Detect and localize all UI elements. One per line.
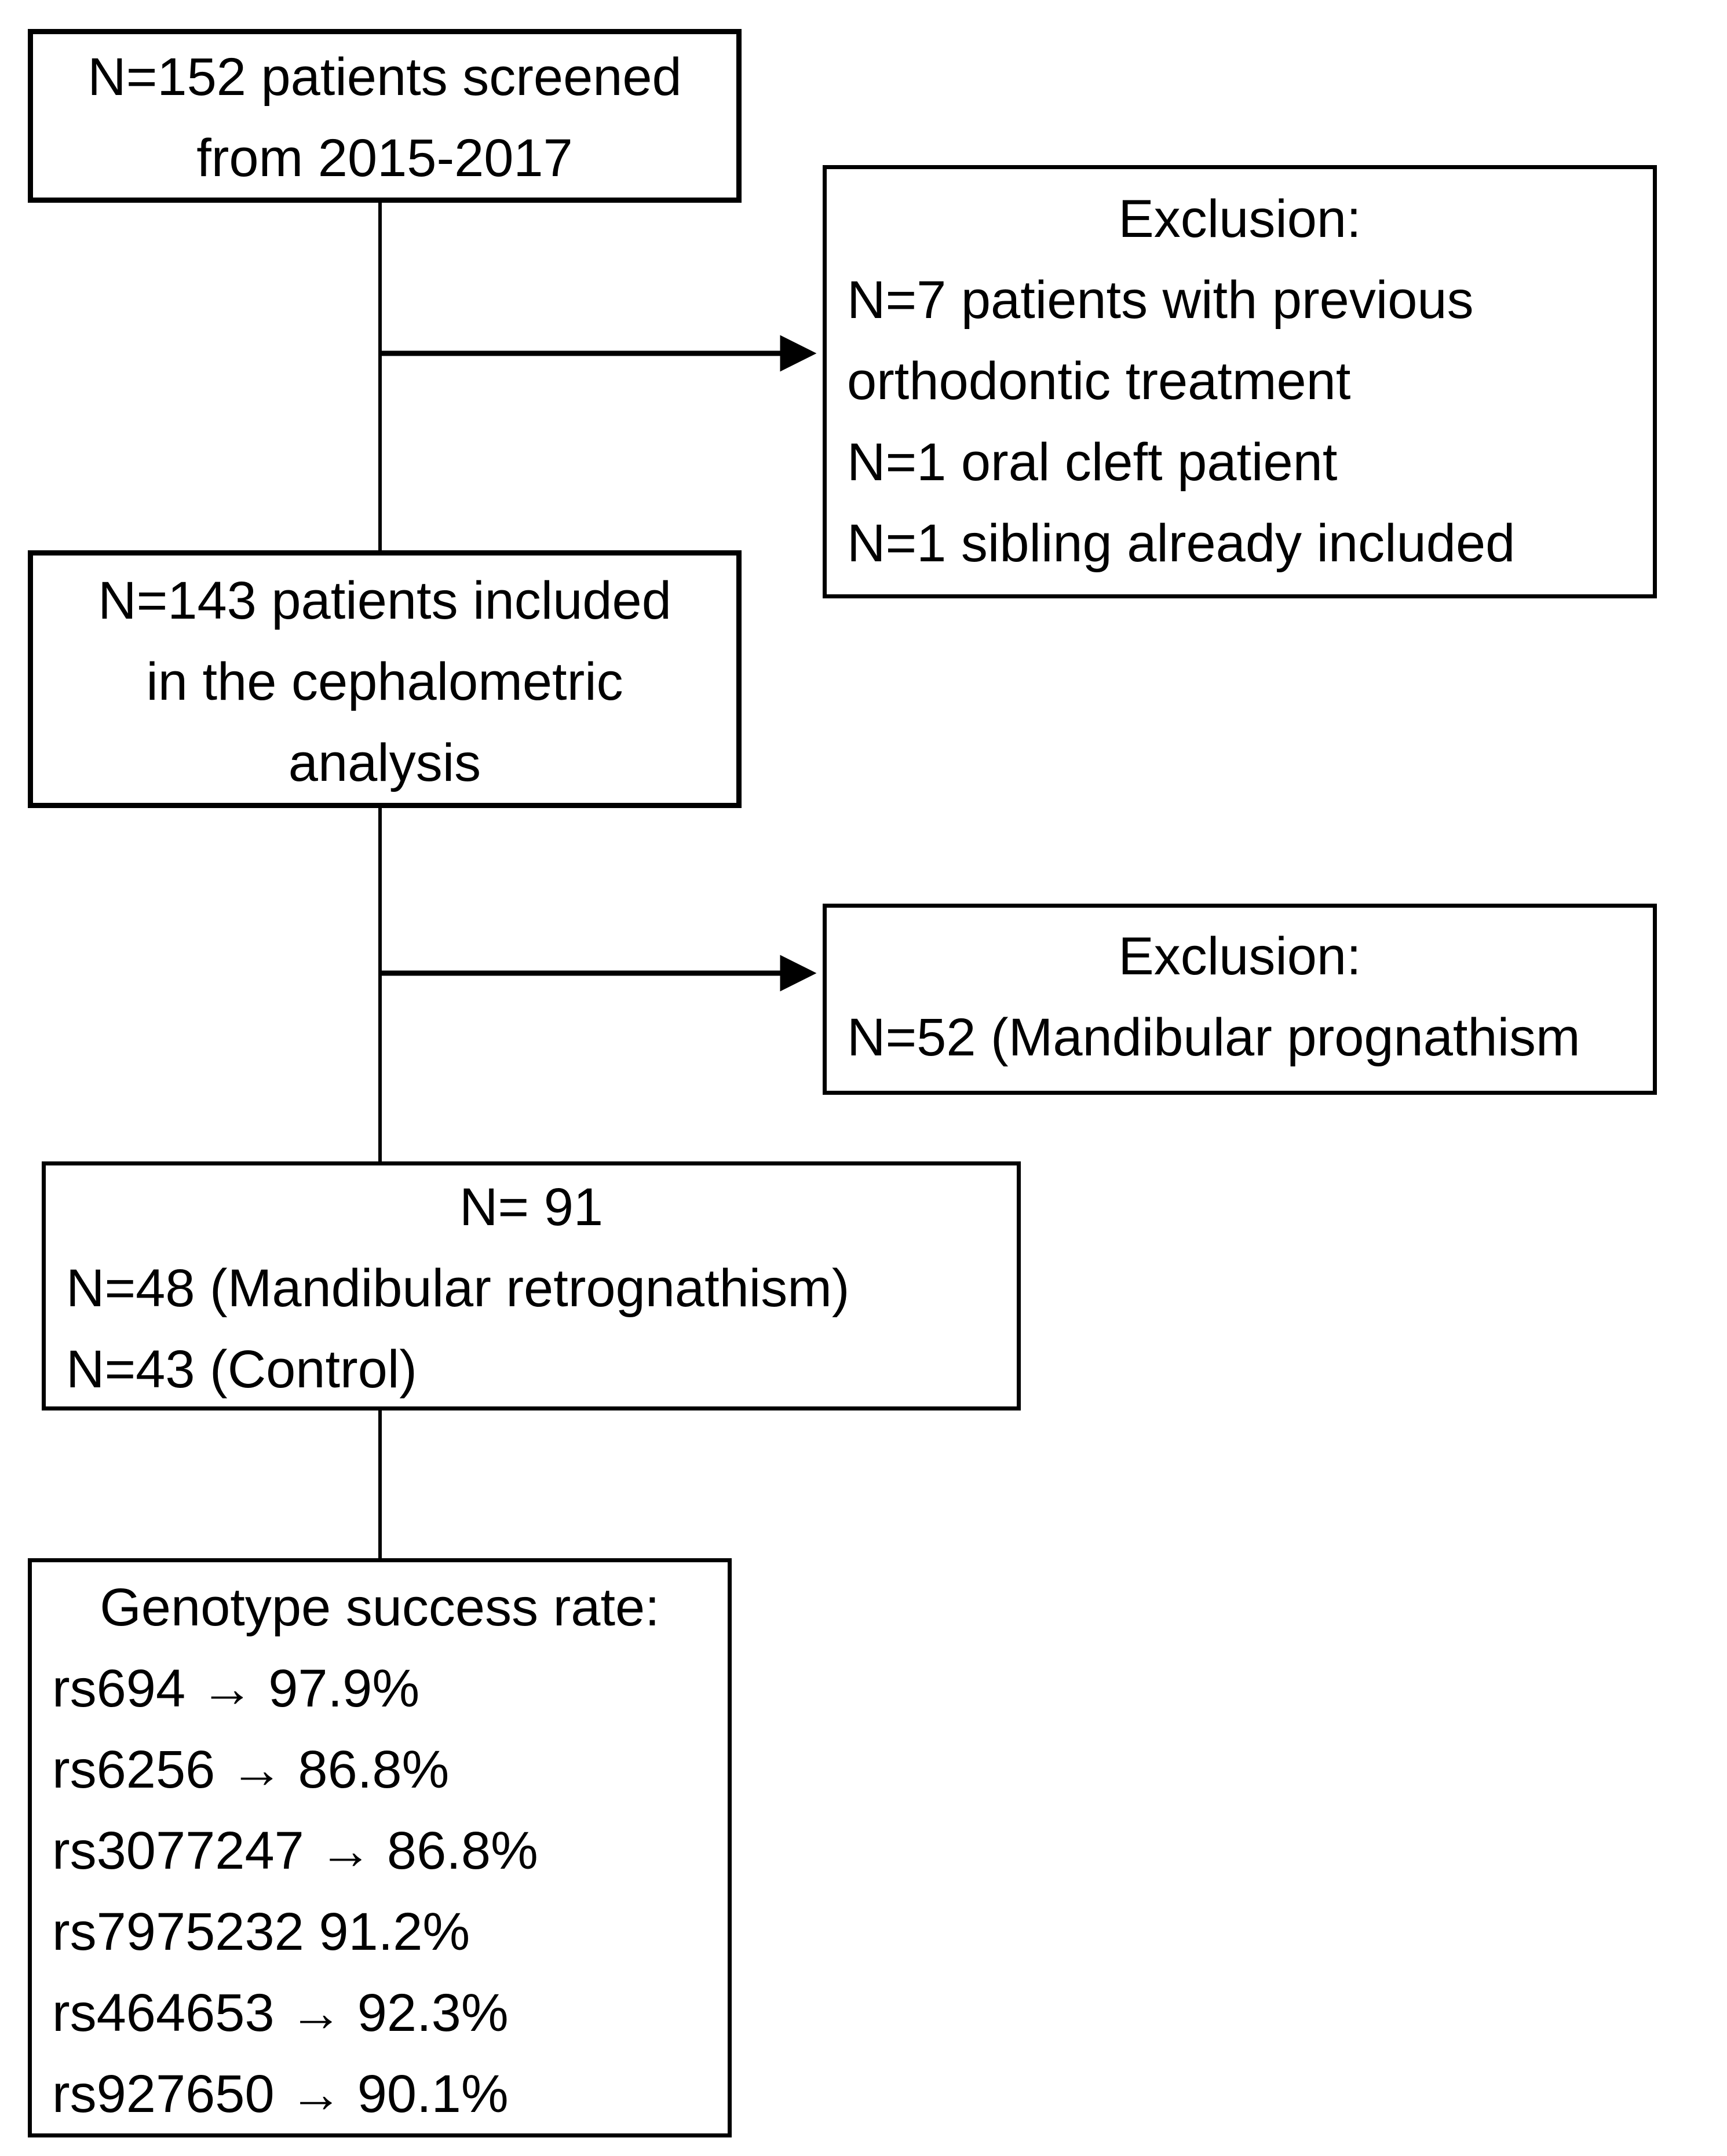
groups-box: N= 91 N=48 (Mandibular retrognathism) N=… [42,1161,1021,1410]
genotype-item: rs7975232 91.2% [52,1902,470,1961]
screened-line: from 2015-2017 [196,129,573,188]
exclusion-1-title: Exclusion: [1118,189,1361,249]
screened-line: N=152 patients screened [87,47,682,107]
genotype-box: Genotype success rate: rs694 → 97.9% rs6… [28,1558,732,2137]
genotype-title: Genotype success rate: [100,1578,660,1637]
exclusion-2-item: N=52 (Mandibular prognathism [847,1008,1580,1067]
groups-total: N= 91 [459,1178,604,1237]
included-box: N=143 patients included in the cephalome… [28,550,742,808]
genotype-item: rs3077247 → 86.8% [52,1821,538,1880]
groups-item: N=43 (Control) [66,1340,417,1399]
exclusion-1-item: N=1 sibling already included [847,514,1516,573]
included-line: in the cephalometric [146,652,623,711]
genotype-item: rs464653 → 92.3% [52,1983,509,2042]
genotype-item: rs927650 → 90.1% [52,2064,509,2124]
exclusion-1-item: N=7 patients with previous [847,271,1474,330]
included-line: N=143 patients included [98,571,671,630]
exclusion-box-1: Exclusion: N=7 patients with previous or… [823,165,1657,598]
genotype-item: rs694 → 97.9% [52,1659,420,1718]
exclusion-1-item: orthodontic treatment [847,352,1351,411]
exclusion-box-2: Exclusion: N=52 (Mandibular prognathism [823,904,1657,1095]
screened-box: N=152 patients screened from 2015-2017 [28,29,742,203]
exclusion-1-item: N=1 oral cleft patient [847,433,1338,492]
included-line: analysis [288,733,481,792]
exclusion-2-title: Exclusion: [1118,927,1361,986]
genotype-item: rs6256 → 86.8% [52,1740,450,1799]
groups-item: N=48 (Mandibular retrognathism) [66,1259,850,1318]
